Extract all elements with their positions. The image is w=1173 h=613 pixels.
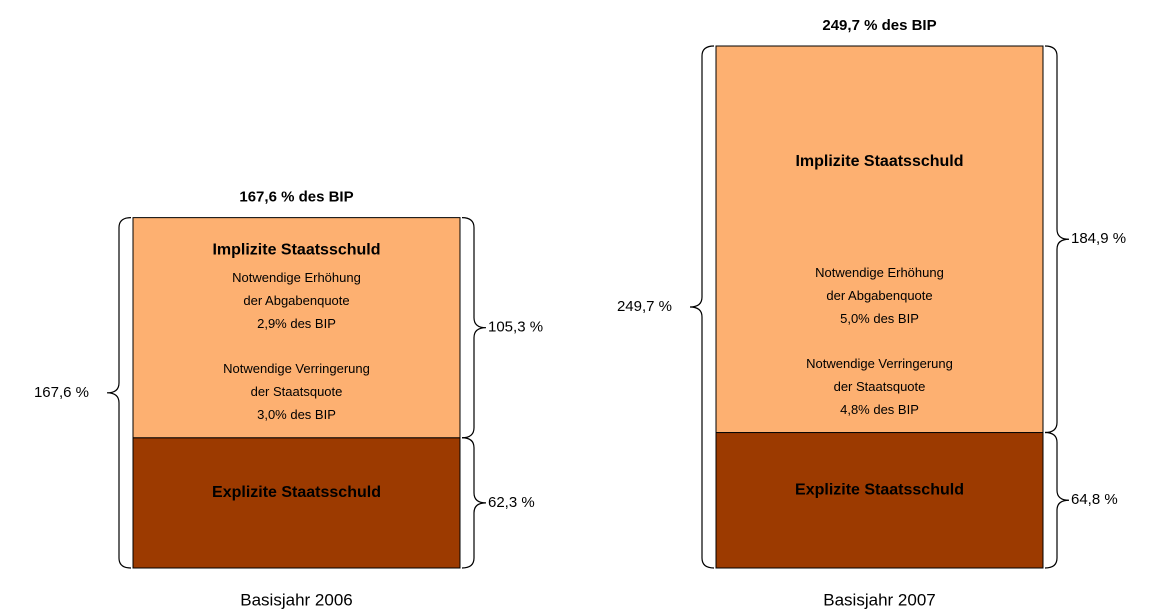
bar-segment <box>715 432 1044 569</box>
note: Notwendige Erhöhung <box>815 265 944 280</box>
total-brace <box>106 217 132 569</box>
total-title: 167,6 % des BIP <box>239 189 353 206</box>
total-label: 167,6 % <box>34 384 89 401</box>
value-label: 105,3 % <box>488 319 543 336</box>
note: der Staatsquote <box>251 384 343 399</box>
note: 2,9% des BIP <box>257 316 336 331</box>
segment-name: Implizite Staatsschuld <box>795 153 963 170</box>
total-title: 249,7 % des BIP <box>822 17 936 34</box>
category-label: Basisjahr 2006 <box>240 590 352 609</box>
note: der Abgabenquote <box>243 293 349 308</box>
segment-brace <box>1044 45 1070 434</box>
segment-name: Explizite Staatsschuld <box>795 481 964 498</box>
value-label: 64,8 % <box>1071 491 1118 508</box>
note: 3,0% des BIP <box>257 407 336 422</box>
bar-segment <box>132 437 461 569</box>
category-label: Basisjahr 2007 <box>823 590 935 609</box>
bar-segment <box>715 45 1044 434</box>
total-brace <box>689 45 715 569</box>
segment-brace <box>461 217 487 439</box>
note: 5,0% des BIP <box>840 311 919 326</box>
segment-brace <box>1044 431 1070 569</box>
note: Notwendige Erhöhung <box>232 270 361 285</box>
note: 4,8% des BIP <box>840 402 919 417</box>
bar-segment <box>132 217 461 439</box>
note: der Abgabenquote <box>826 288 932 303</box>
note: Notwendige Verringerung <box>806 356 953 371</box>
value-label: 62,3 % <box>488 494 535 511</box>
segment-name: Explizite Staatsschuld <box>212 484 381 501</box>
note: der Staatsquote <box>834 379 926 394</box>
note: Notwendige Verringerung <box>223 361 370 376</box>
segment-brace <box>461 437 487 569</box>
value-label: 184,9 % <box>1071 230 1126 247</box>
segment-name: Implizite Staatsschuld <box>212 241 380 258</box>
total-label: 249,7 % <box>617 298 672 315</box>
